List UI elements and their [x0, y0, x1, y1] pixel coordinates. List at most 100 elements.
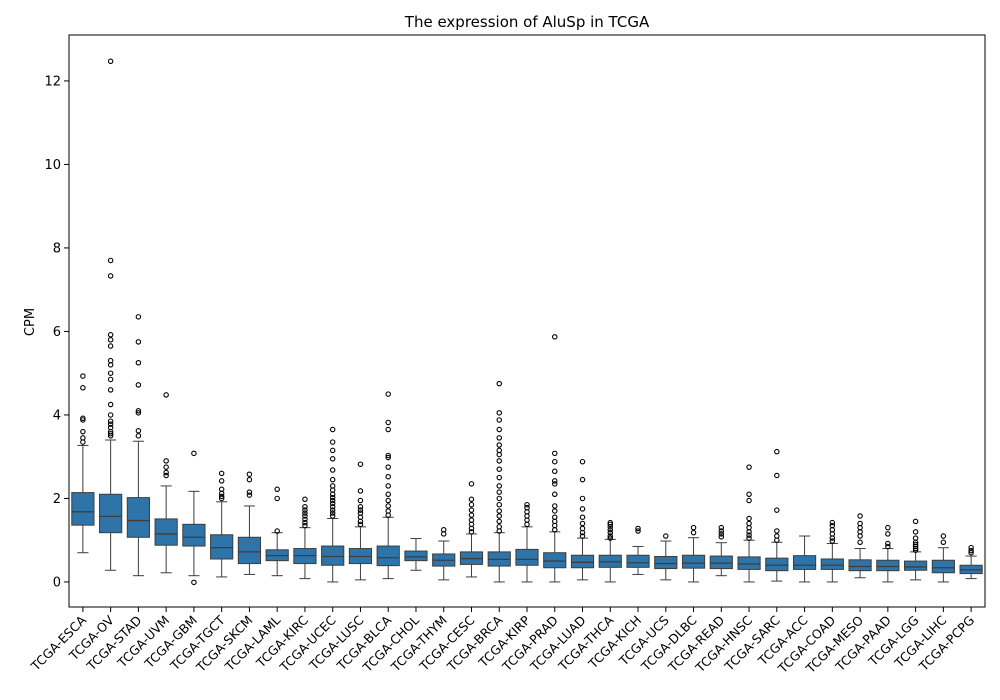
outlier-point [607, 535, 614, 541]
outlier-point [163, 464, 169, 470]
outlier-point [912, 529, 919, 535]
box-tcga-tgct [210, 470, 234, 578]
outlier-point [607, 521, 614, 528]
outlier-point [746, 532, 752, 538]
outlier-point [329, 426, 336, 433]
outlier-point [579, 533, 586, 539]
outlier-point [774, 507, 780, 513]
outlier-point [552, 450, 558, 457]
y-tick-label: 2 [53, 492, 61, 507]
box-tcga-kirp [515, 501, 539, 583]
outlier-point [774, 533, 780, 539]
outlier-point [746, 535, 752, 541]
outlier-point [107, 332, 114, 338]
outlier-point [135, 360, 142, 366]
outlier-point [468, 481, 475, 487]
outlier-point [912, 518, 919, 525]
outlier-point [468, 496, 475, 503]
box-tcga-lgg [904, 518, 928, 581]
outlier-point [329, 510, 336, 516]
outlier-point [135, 382, 142, 388]
outlier-point [385, 426, 391, 433]
outlier-point [690, 524, 697, 531]
outlier-point [274, 486, 280, 493]
outlier-point [579, 514, 586, 520]
outlier-point [329, 467, 336, 473]
outlier-point [496, 483, 502, 489]
outlier-point [107, 343, 114, 349]
outlier-point [385, 508, 391, 514]
y-tick-label: 12 [44, 74, 61, 89]
outlier-point [940, 533, 947, 539]
outlier-point [496, 447, 502, 454]
outlier-point [218, 495, 225, 502]
outlier-point [80, 428, 86, 435]
outlier-point [357, 504, 364, 510]
outlier-point [135, 410, 142, 416]
outlier-point [579, 525, 586, 532]
box-tcga-ov [99, 58, 123, 571]
outlier-point [496, 435, 502, 441]
outlier-point [524, 504, 530, 511]
iqr-box [404, 550, 428, 562]
iqr-box [210, 534, 234, 560]
outlier-point [107, 337, 114, 343]
outlier-point [607, 527, 614, 533]
outlier-point [302, 504, 308, 510]
outlier-point [552, 481, 558, 487]
outlier-point [107, 387, 114, 393]
outlier-point [496, 474, 502, 481]
box-tcga-dlbc [681, 524, 706, 583]
outlier-point [718, 534, 725, 540]
outlier-point [829, 522, 836, 529]
outlier-point [496, 508, 502, 514]
outlier-point [552, 491, 558, 498]
outlier-point [385, 497, 391, 504]
outlier-point [607, 529, 614, 536]
outlier-point [302, 516, 308, 523]
outlier-point [357, 521, 364, 528]
iqr-box [71, 492, 95, 526]
outlier-point [246, 489, 253, 495]
iqr-box [154, 518, 178, 546]
outlier-point [968, 549, 974, 556]
outlier-point [552, 458, 558, 465]
outlier-point [496, 489, 502, 495]
outlier-point [579, 458, 586, 465]
box-tcga-thym [432, 527, 456, 581]
outlier-point [468, 529, 475, 535]
outlier-point [496, 458, 502, 464]
outlier-point [135, 339, 142, 345]
box-tcga-lusc [348, 461, 373, 581]
outlier-point [385, 491, 391, 498]
outlier-point [107, 424, 114, 431]
outlier-point [496, 501, 502, 508]
outlier-point [468, 507, 475, 513]
outlier-point [579, 476, 586, 483]
outlier-point [579, 506, 586, 512]
box-tcga-prad [543, 334, 567, 583]
outlier-point [329, 476, 336, 483]
iqr-box [737, 556, 761, 570]
x-axis-ticks: TCGA-ESCATCGA-OVTCGA-STADTCGA-UVMTCGA-GB… [27, 607, 977, 677]
outlier-point [579, 495, 586, 502]
outlier-point [440, 527, 447, 533]
outlier-point [107, 412, 114, 418]
outlier-point [302, 513, 308, 519]
outlier-point [329, 500, 336, 507]
outlier-point [496, 524, 502, 530]
outlier-point [385, 473, 391, 480]
iqr-box [904, 560, 928, 571]
iqr-box [876, 559, 900, 572]
y-axis-label: CPM [23, 308, 38, 336]
outlier-point [607, 533, 614, 539]
outlier-point [274, 528, 280, 534]
box-tcga-coad [820, 519, 844, 583]
iqr-box [709, 555, 733, 570]
outlier-point [135, 408, 142, 414]
outlier-point [663, 533, 669, 539]
chart-title: The expression of AluSp in TCGA [404, 13, 650, 31]
outlier-point [302, 519, 308, 526]
iqr-box [931, 559, 955, 574]
outlier-point [857, 513, 863, 519]
